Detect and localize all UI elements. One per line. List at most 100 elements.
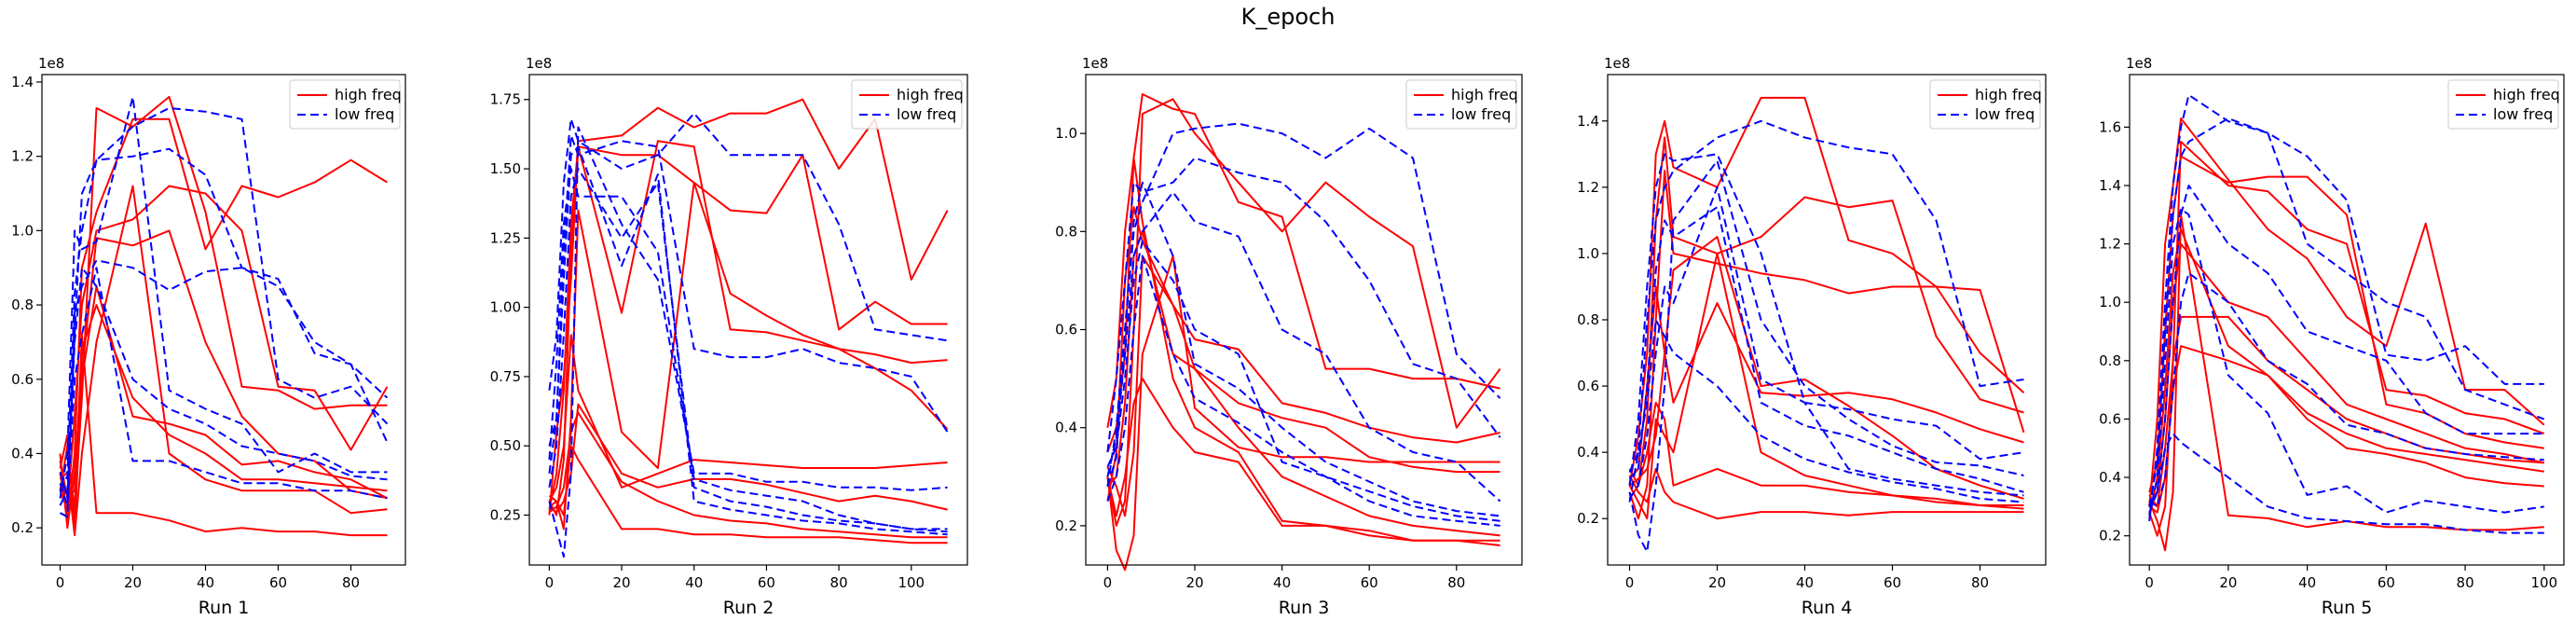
high-freq-line-6	[2148, 227, 2544, 519]
y-tick-label: 1.75	[490, 91, 521, 108]
y-tick-label: 0.2	[1055, 517, 1077, 534]
y-tick-label: 0.75	[490, 368, 521, 385]
legend-label-low-freq: low freq	[2493, 105, 2553, 123]
y-tick-label: 1.25	[490, 229, 521, 246]
low-freq-line-13	[2148, 208, 2544, 517]
x-tick-label: 40	[2298, 574, 2316, 591]
high-freq-line-5	[2148, 242, 2545, 507]
x-tick-label: 60	[758, 574, 775, 591]
axes-frame	[41, 74, 406, 566]
y-tick-label: 0.50	[490, 437, 521, 454]
y-tick-label: 1.4	[2099, 177, 2121, 194]
legend: high freq low freq	[851, 79, 964, 130]
legend-label-high-freq: high freq	[1451, 86, 1518, 103]
high-freq-line-6	[548, 411, 948, 539]
high-freq-line-1	[2148, 117, 2545, 507]
low-freq-line-13	[1106, 240, 1500, 522]
x-axis-label: Run 5	[2322, 598, 2373, 618]
low-freq-line-12	[548, 168, 948, 530]
high-freq-line-4	[1106, 255, 1500, 572]
x-tick-label: 20	[1708, 574, 1726, 591]
series-group	[548, 98, 949, 558]
high-freq-line-7	[1628, 467, 2024, 520]
high-freq-line-3	[2148, 141, 2545, 537]
y-tick-label: 1.2	[2099, 236, 2121, 253]
high-freq-line-5	[548, 334, 948, 503]
series-group	[1106, 93, 1501, 572]
low-freq-line-11	[59, 95, 388, 499]
x-tick-label: 80	[830, 574, 848, 591]
low-freq-line-13	[548, 145, 948, 536]
x-tick-label: 40	[1796, 574, 1814, 591]
high-freq-line-3	[59, 229, 388, 530]
y-offset-label: 1e8	[1082, 55, 1108, 72]
subplot-run-4: 0 20 40 60 80 0.2 0.4 0.6 0.8 1.0 1.2 1.4 1e8 Run 4 hi…	[1577, 55, 2047, 618]
y-tick-label: 0.6	[1577, 378, 1599, 394]
x-tick-label: 40	[685, 574, 703, 591]
high-freq-line-1	[548, 98, 949, 517]
high-freq-line-7	[2148, 315, 2544, 508]
x-tick-label: 0	[1625, 574, 1635, 591]
low-freq-line-10	[1106, 157, 1501, 453]
x-tick-label: 20	[613, 574, 631, 591]
series-group	[2148, 93, 2545, 552]
y-offset-label: 1e8	[2126, 55, 2152, 72]
low-freq-line-10	[1628, 153, 2024, 486]
y-tick-label: 0.4	[2099, 469, 2121, 486]
x-tick-label: 20	[1185, 574, 1203, 591]
x-tick-label: 100	[2530, 574, 2557, 591]
high-freq-line-2	[1106, 93, 1500, 453]
high-freq-line-4	[548, 181, 948, 530]
y-tick-label: 1.4	[1577, 113, 1599, 130]
y-tick-label: 0.8	[1055, 223, 1077, 240]
low-freq-line-12	[60, 259, 389, 518]
y-tick-label: 1.2	[1577, 179, 1599, 196]
legend: high freq low freq	[2447, 79, 2560, 130]
low-freq-line-10	[2148, 117, 2545, 507]
high-freq-line-1	[1628, 96, 2025, 486]
x-tick-label: 20	[2219, 574, 2237, 591]
x-tick-label: 0	[2144, 574, 2154, 591]
x-axis-label: Run 4	[1802, 598, 1853, 618]
y-offset-label: 1e8	[1604, 55, 1630, 72]
legend: high freq low freq	[1405, 79, 1518, 130]
x-axis-label: Run 3	[1279, 598, 1330, 618]
legend-label-high-freq: high freq	[2493, 86, 2560, 103]
y-tick-label: 0.4	[1577, 444, 1599, 461]
high-freq-line-5	[1628, 252, 2024, 520]
legend: high freq low freq	[1929, 79, 2042, 130]
axes-frame	[1607, 74, 2047, 566]
series-group	[59, 95, 389, 537]
low-freq-line-14	[1106, 181, 1500, 517]
x-tick-label: 0	[56, 574, 65, 591]
y-tick-label: 0.6	[1055, 322, 1077, 338]
low-freq-line-10	[548, 134, 949, 447]
low-freq-line-11	[1106, 191, 1501, 503]
low-freq-line-11	[2148, 185, 2544, 513]
low-freq-line-10	[59, 147, 389, 491]
x-axis-label: Run 1	[199, 598, 250, 618]
high-freq-line-4	[1628, 285, 2024, 480]
low-freq-line-9	[1106, 122, 1501, 487]
legend-label-low-freq: low freq	[897, 105, 956, 123]
axes-frame	[2129, 74, 2565, 566]
legend-box	[851, 79, 963, 130]
low-freq-line-14	[1628, 319, 2024, 503]
y-tick-label: 0.6	[11, 371, 34, 388]
y-offset-label: 1e8	[38, 55, 64, 72]
low-freq-line-14	[59, 267, 388, 500]
high-freq-line-6	[59, 185, 389, 511]
low-freq-line-9	[548, 112, 948, 391]
high-freq-line-7	[1106, 255, 1500, 537]
x-tick-label: 100	[897, 574, 925, 591]
x-tick-label: 80	[2457, 574, 2474, 591]
high-freq-line-2	[2148, 155, 2544, 492]
high-freq-line-6	[1628, 401, 2024, 506]
subplot-run-5: 0 20 40 60 80 100 0.2 0.4 0.6 0.8 1.0 1.2 1.4 1.6 1e8 R…	[2099, 55, 2565, 618]
x-tick-label: 20	[124, 574, 142, 591]
legend-label-low-freq: low freq	[1975, 105, 2035, 123]
y-tick-label: 1.0	[11, 222, 34, 239]
y-tick-label: 0.8	[2099, 352, 2121, 369]
